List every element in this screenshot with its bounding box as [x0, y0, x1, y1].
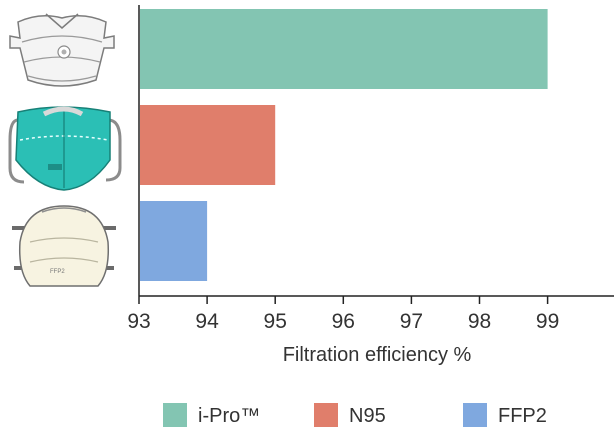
bar-1 [140, 105, 276, 185]
x-axis-title: Filtration efficiency % [283, 344, 472, 366]
legend-label-0: i-Pro™ [198, 405, 260, 427]
x-tick-label: 96 [332, 310, 355, 333]
x-tick-label: 97 [400, 310, 423, 333]
legend-swatch-0 [163, 403, 187, 427]
x-tick-label: 98 [468, 310, 491, 333]
x-tick-label: 99 [536, 310, 559, 333]
legend: i-Pro™ N95 FFP2 [163, 403, 547, 427]
x-tick-label: 93 [127, 310, 150, 333]
legend-swatch-2 [463, 403, 487, 427]
legend-label-2: FFP2 [498, 405, 547, 427]
legend-swatch-1 [314, 403, 338, 427]
svg-text:FFP2: FFP2 [50, 269, 65, 275]
ffp2-cup-mask-icon: FFP2 [12, 205, 116, 287]
legend-label-1: N95 [349, 405, 386, 427]
x-tick-label: 95 [264, 310, 287, 333]
bar-0 [140, 9, 548, 89]
bar-2 [140, 201, 208, 281]
kn95-mask-icon [8, 106, 122, 191]
x-tick-label: 94 [195, 310, 219, 333]
valved-respirator-icon [9, 13, 115, 87]
